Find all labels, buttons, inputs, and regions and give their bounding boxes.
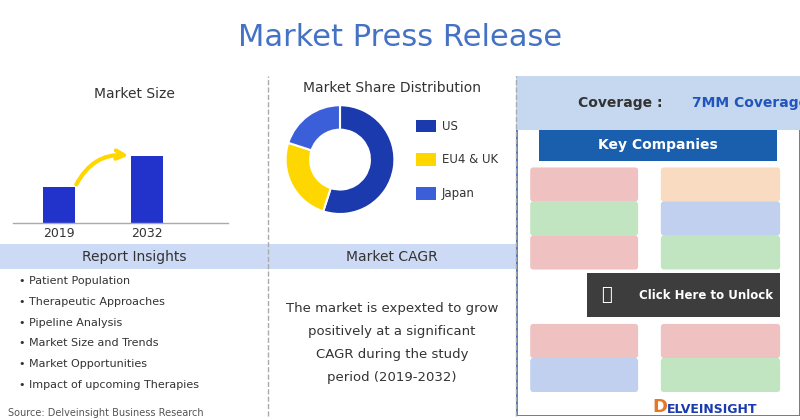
Text: Market Press Release: Market Press Release <box>238 23 562 52</box>
FancyBboxPatch shape <box>530 202 638 236</box>
Text: US: US <box>442 120 458 132</box>
Wedge shape <box>288 105 340 150</box>
Wedge shape <box>286 143 330 211</box>
FancyBboxPatch shape <box>530 236 638 270</box>
FancyArrowPatch shape <box>76 150 124 184</box>
Text: EU4 & UK: EU4 & UK <box>442 153 498 166</box>
Bar <box>43 187 75 223</box>
Text: Key Companies: Key Companies <box>598 138 718 152</box>
Text: Japan: Japan <box>442 187 474 200</box>
FancyBboxPatch shape <box>661 168 780 202</box>
Bar <box>268 244 516 270</box>
FancyBboxPatch shape <box>661 236 780 270</box>
Bar <box>538 130 778 160</box>
Text: Market CAGR: Market CAGR <box>346 249 438 263</box>
Bar <box>587 273 780 317</box>
FancyBboxPatch shape <box>661 324 780 358</box>
Text: Market Size: Market Size <box>94 87 174 101</box>
Text: Market Share Distribution: Market Share Distribution <box>303 81 481 94</box>
Text: Click Here to Unlock: Click Here to Unlock <box>639 289 774 302</box>
Text: Source: Delveinsight Business Research: Source: Delveinsight Business Research <box>8 408 204 418</box>
Text: • Therapeutic Approaches: • Therapeutic Approaches <box>18 297 165 307</box>
Text: • Market Opportunities: • Market Opportunities <box>18 359 146 369</box>
Bar <box>131 156 163 223</box>
Text: • Market Size and Trends: • Market Size and Trends <box>18 339 158 349</box>
Text: The market is expexted to grow
positively at a significant
CAGR during the study: The market is expexted to grow positivel… <box>286 302 498 384</box>
Text: Report Insights: Report Insights <box>82 249 186 263</box>
FancyBboxPatch shape <box>661 202 780 236</box>
Text: • Impact of upcoming Therapies: • Impact of upcoming Therapies <box>18 380 198 390</box>
FancyBboxPatch shape <box>530 168 638 202</box>
FancyBboxPatch shape <box>661 358 780 392</box>
Wedge shape <box>323 105 394 214</box>
Bar <box>516 76 800 130</box>
Text: • Pipeline Analysis: • Pipeline Analysis <box>18 318 122 328</box>
Text: 🔒: 🔒 <box>602 286 612 304</box>
Text: • Patient Population: • Patient Population <box>18 276 130 286</box>
FancyBboxPatch shape <box>530 324 638 358</box>
Text: 2019: 2019 <box>43 227 74 240</box>
Bar <box>0 244 268 270</box>
Text: 7MM Coverage: 7MM Coverage <box>692 96 800 110</box>
Text: ELVEINSIGHT: ELVEINSIGHT <box>666 403 757 416</box>
Text: Coverage :: Coverage : <box>578 96 668 110</box>
Text: 2032: 2032 <box>131 227 163 240</box>
FancyBboxPatch shape <box>530 358 638 392</box>
Text: D: D <box>652 398 667 416</box>
